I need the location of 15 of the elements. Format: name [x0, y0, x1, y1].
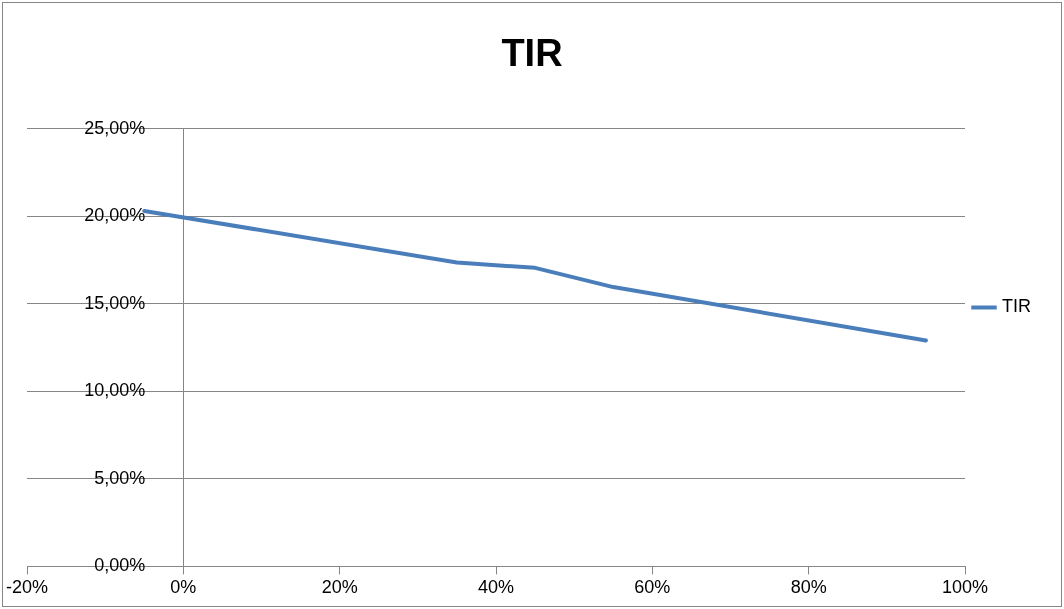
x-tick-label: 100%: [941, 577, 989, 598]
y-tick-label: 25,00%: [84, 117, 146, 138]
y-tick-label: 10,00%: [84, 380, 146, 401]
chart-title: TIR: [501, 32, 563, 75]
x-tick-label: -20%: [5, 577, 49, 598]
x-tick-label: 40%: [477, 577, 515, 598]
y-tick-label: 20,00%: [84, 205, 146, 226]
y-tick-label: 5,00%: [94, 467, 146, 488]
y-tick-label: 15,00%: [84, 292, 146, 313]
legend-label: TIR: [1002, 296, 1031, 317]
x-tick-label: 0%: [170, 577, 197, 598]
x-tick-label: 80%: [790, 577, 827, 598]
x-tick-label: 60%: [634, 577, 671, 598]
x-tick-label: 20%: [321, 577, 358, 598]
y-tick-label: 0,00%: [94, 555, 146, 576]
